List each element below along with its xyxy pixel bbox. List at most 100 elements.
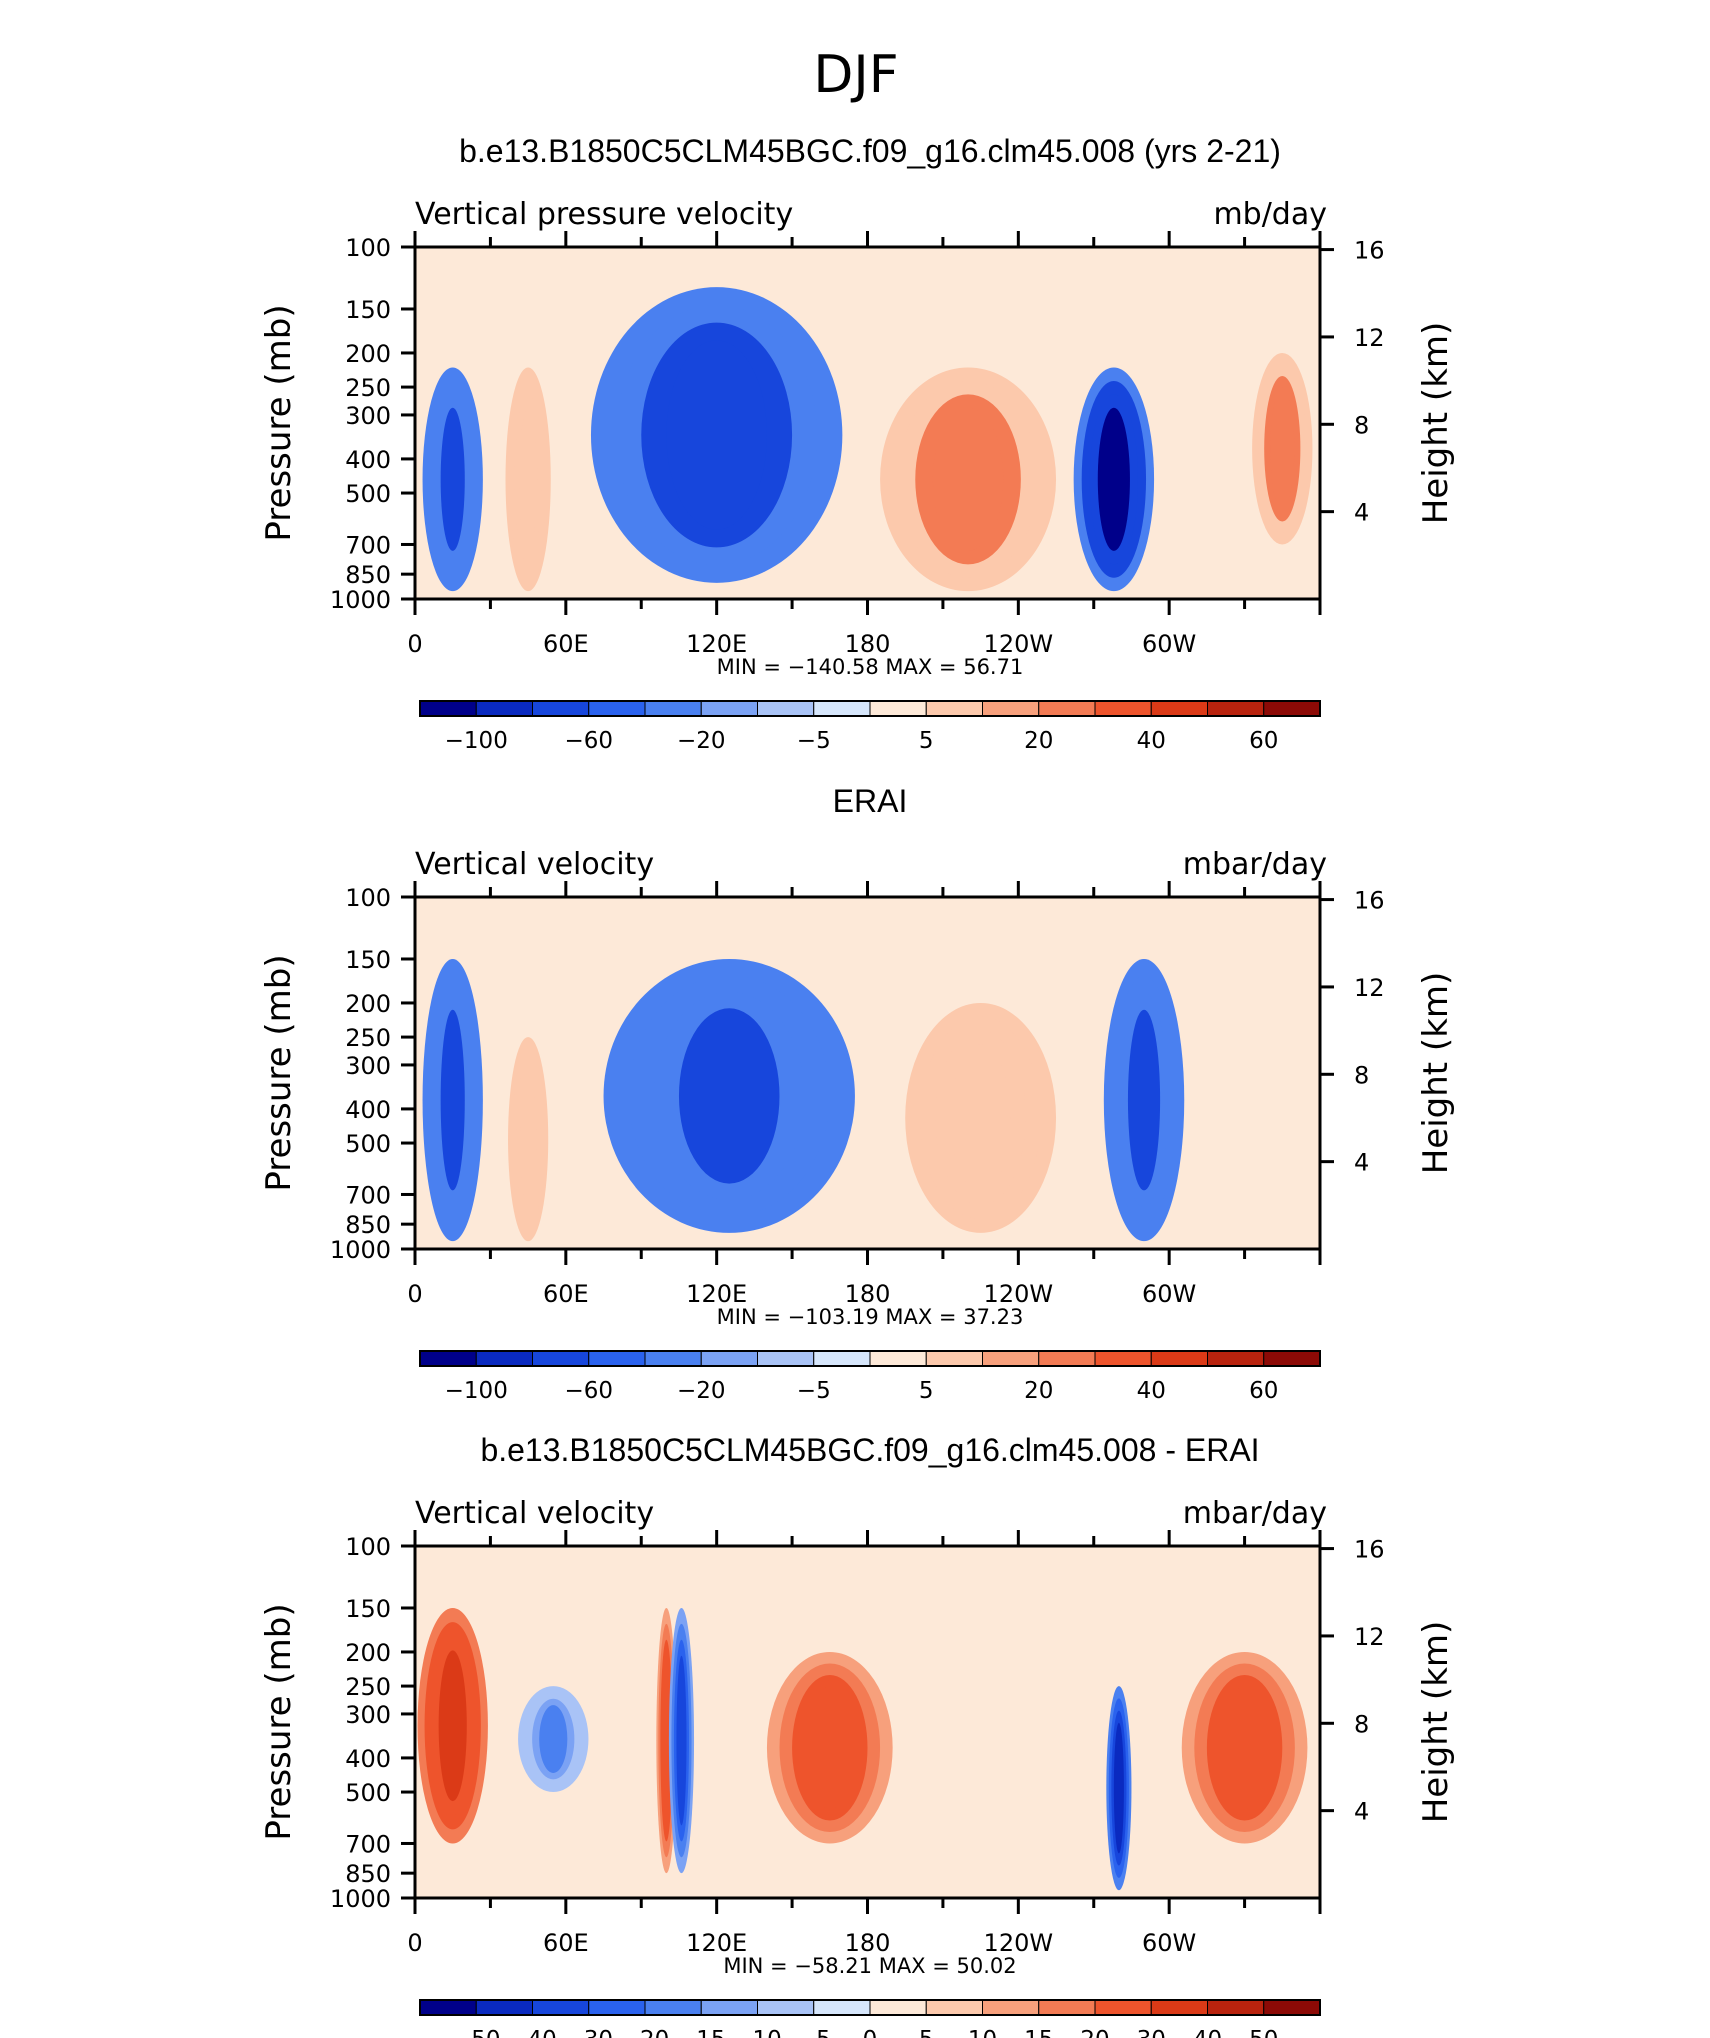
colorbar-swatch: [869, 1999, 927, 2016]
field-contour: [932, 407, 1004, 551]
field-contour: [1219, 1686, 1270, 1810]
colorbar-label: −5: [797, 1378, 831, 1404]
field-contour: [676, 1655, 687, 1826]
y-tick-label: 250: [345, 374, 391, 402]
colorbar-swatch: [1094, 1999, 1152, 2016]
y-tick-label: 150: [345, 946, 391, 974]
min-max-stats: MIN = −58.21 MAX = 50.02: [723, 1954, 1016, 1978]
colorbar-swatch: [757, 700, 815, 717]
colorbar-swatch: [813, 700, 871, 717]
field-contour: [519, 407, 538, 551]
y-tick-label: 500: [345, 1779, 391, 1807]
colorbar-swatch: [532, 700, 590, 717]
variable-label: Vertical velocity: [415, 847, 654, 882]
panel-title: b.e13.B1850C5CLM45BGC.f09_g16.clm45.008 …: [480, 1432, 1259, 1468]
field-background: [415, 247, 1320, 599]
colorbar-swatch: [475, 1999, 533, 2016]
colorbar-swatch: [1094, 700, 1152, 717]
y-right-tick-label: 8: [1354, 1061, 1369, 1089]
colorbar-swatch: [419, 1350, 477, 1367]
min-max-stats: MIN = −103.19 MAX = 37.23: [717, 1305, 1024, 1329]
colorbar-swatch: [475, 700, 533, 717]
colorbar-label: −20: [621, 2027, 670, 2038]
colorbar-label: −50: [452, 2027, 501, 2038]
colorbar-frame: [419, 1350, 1321, 1367]
y-tick-label: 150: [345, 296, 391, 324]
colorbar-swatch: [700, 1999, 758, 2016]
field-contour: [1113, 1722, 1124, 1854]
y-tick-label: 250: [345, 1673, 391, 1701]
y-tick-label: 150: [345, 1595, 391, 1623]
y-right-tick-label: 12: [1354, 1623, 1385, 1651]
colorbar-label: 5: [919, 2027, 934, 2038]
colorbar-label: −5: [797, 2027, 831, 2038]
field-background: [415, 897, 1320, 1249]
x-tick-label: 60W: [1142, 630, 1196, 658]
x-tick-label: 0: [407, 630, 422, 658]
x-tick-label: 0: [407, 1929, 422, 1957]
colorbar-swatch: [644, 1350, 702, 1367]
units-label: mbar/day: [1183, 1496, 1327, 1531]
x-tick-label: 60E: [543, 1280, 589, 1308]
colorbar-label: 30: [1137, 2027, 1166, 2038]
colorbar-swatch: [588, 1999, 646, 2016]
x-tick-label: 60E: [543, 1929, 589, 1957]
colorbar-swatch: [1038, 1999, 1096, 2016]
field-features: [422, 958, 1185, 1242]
colorbar-label: 20: [1024, 1378, 1053, 1404]
colorbar-swatch: [644, 700, 702, 717]
x-tick-label: 60W: [1142, 1280, 1196, 1308]
figure-title: DJF: [813, 45, 898, 105]
y-axis-title-right: Height (km): [1416, 972, 1456, 1175]
y-tick-label: 700: [345, 1830, 391, 1858]
colorbar-swatch: [757, 1350, 815, 1367]
field-contour: [520, 1073, 537, 1205]
x-tick-label: 120E: [686, 1929, 747, 1957]
colorbar-swatch: [1150, 700, 1208, 717]
colorbar-label: −100: [445, 728, 508, 754]
field-contour: [678, 1008, 780, 1184]
colorbar-swatch: [700, 700, 758, 717]
colorbar-label: 60: [1249, 728, 1278, 754]
colorbar-swatch: [869, 1350, 927, 1367]
field-contour: [950, 1044, 1011, 1192]
colorbar-label: −10: [733, 2027, 782, 2038]
colorbar-swatch: [1038, 700, 1096, 717]
colorbar-swatch: [982, 700, 1040, 717]
y-tick-label: 700: [345, 531, 391, 559]
colorbar-swatch: [419, 700, 477, 717]
y-tick-label: 400: [345, 1745, 391, 1773]
colorbar-swatch: [1207, 1350, 1265, 1367]
colorbar-label: 0: [863, 2027, 878, 2038]
colorbar-label: −40: [508, 2027, 557, 2038]
colorbar-label: 40: [1137, 728, 1166, 754]
x-tick-label: 120W: [984, 1280, 1054, 1308]
colorbar-swatch: [1150, 1350, 1208, 1367]
y-axis-title: Pressure (mb): [259, 1603, 299, 1840]
colorbar-swatch: [1207, 700, 1265, 717]
x-tick-label: 180: [845, 630, 891, 658]
colorbar-label: −60: [564, 728, 613, 754]
y-tick-label: 300: [345, 402, 391, 430]
field-contour: [804, 1686, 855, 1810]
y-right-tick-label: 8: [1354, 1710, 1369, 1738]
field-contour: [666, 340, 767, 530]
y-tick-label: 400: [345, 446, 391, 474]
y-right-tick-label: 4: [1354, 499, 1369, 527]
y-tick-label: 500: [345, 480, 391, 508]
x-tick-label: 120E: [686, 630, 747, 658]
min-max-stats: MIN = −140.58 MAX = 56.71: [717, 655, 1024, 679]
y-tick-label: 850: [345, 1211, 391, 1239]
colorbar-swatch: [532, 1350, 590, 1367]
panel-title: ERAI: [833, 783, 908, 819]
variable-label: Vertical velocity: [415, 1496, 654, 1531]
y-tick-label: 100: [345, 234, 391, 262]
y-tick-label: 300: [345, 1701, 391, 1729]
x-tick-label: 180: [845, 1929, 891, 1957]
y-tick-label: 100: [345, 1533, 391, 1561]
field-contour: [1270, 387, 1295, 511]
colorbar-label: −20: [677, 728, 726, 754]
colorbar-swatch: [869, 700, 927, 717]
colorbar-label: −100: [445, 1378, 508, 1404]
